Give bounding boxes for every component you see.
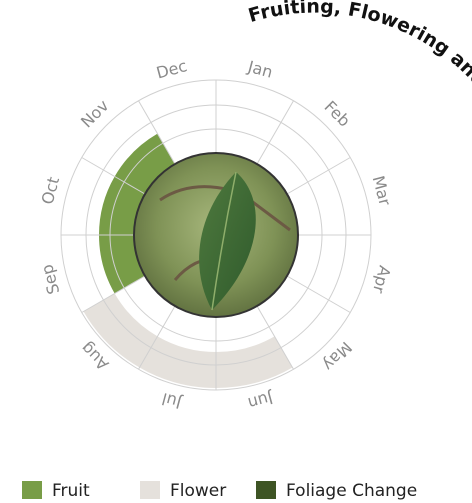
- month-label: Apr: [369, 264, 395, 296]
- month-label: Aug: [77, 339, 113, 375]
- band-segment: [140, 82, 217, 134]
- month-label: Jul: [160, 389, 185, 413]
- photo: [134, 153, 298, 317]
- legend-swatch: [256, 481, 276, 499]
- grid-spoke: [287, 276, 350, 313]
- legend: Fruit Flower Foliage Change: [22, 481, 417, 501]
- month-label: Oct: [38, 175, 64, 207]
- legend-label: Foliage Change: [286, 481, 417, 501]
- grid-spoke: [287, 158, 350, 195]
- chart: Fruiting, Flowering and Tree Characteris…: [0, 0, 472, 503]
- band-segment: [216, 82, 293, 134]
- band-segment: [317, 235, 369, 312]
- legend-swatch: [140, 481, 160, 499]
- legend-label: Flower: [170, 481, 226, 501]
- month-label: Dec: [154, 56, 189, 82]
- legend-swatch: [22, 481, 42, 499]
- grid-spoke: [257, 101, 294, 164]
- month-label: Jan: [245, 57, 275, 82]
- month-label: Jun: [246, 388, 276, 413]
- band-segment: [317, 159, 369, 236]
- month-label: Mar: [369, 174, 395, 208]
- month-label: Nov: [77, 96, 113, 132]
- legend-label: Fruit: [52, 481, 90, 501]
- band-segment: [216, 336, 293, 388]
- month-label: May: [319, 338, 356, 375]
- month-label: Sep: [37, 262, 63, 296]
